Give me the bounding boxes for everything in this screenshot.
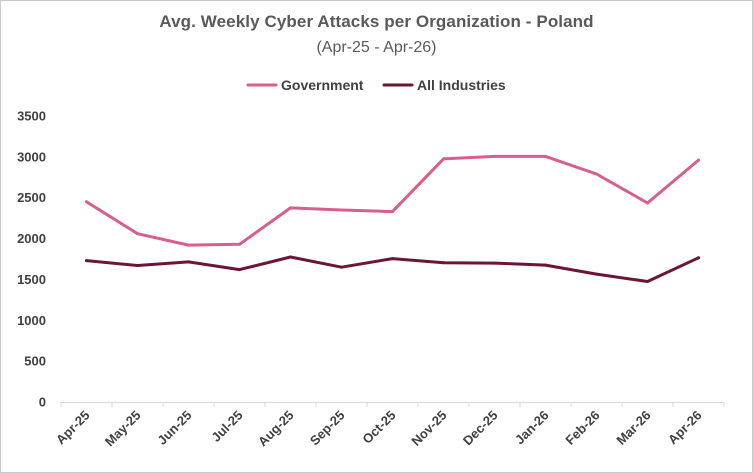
x-tick-label: Aug-25 (255, 408, 297, 450)
series-line-government (85, 154, 700, 247)
x-tick-label: Apr-25 (53, 408, 93, 448)
y-tick-label: 3000 (17, 149, 46, 164)
data-point (391, 210, 394, 214)
legend-label-government: Government (281, 77, 364, 93)
legend-label-all-industries: All Industries (417, 77, 506, 93)
x-tick-label: Mar-26 (613, 408, 653, 448)
y-tick-label: 1000 (17, 313, 46, 328)
x-tick-label: Sep-25 (307, 408, 348, 449)
x-tick-label: May-25 (102, 408, 144, 450)
x-tick-label: Jul-25 (208, 408, 245, 445)
data-point (544, 263, 547, 267)
data-point (238, 268, 241, 272)
x-tick-label: Dec-25 (460, 408, 501, 449)
y-tick-label: 1500 (17, 272, 46, 287)
data-point (391, 257, 394, 261)
data-point (289, 255, 292, 259)
data-point (85, 259, 88, 263)
x-tick-label: Nov-25 (408, 408, 449, 449)
y-tick-label: 2000 (17, 231, 46, 246)
data-point (646, 279, 649, 283)
y-tick-label: 3500 (17, 109, 46, 124)
data-point (595, 172, 598, 176)
data-point (340, 208, 343, 212)
x-tick-label: Apr-26 (665, 408, 705, 448)
chart-title: Avg. Weekly Cyber Attacks per Organizati… (159, 12, 594, 31)
data-point (442, 261, 445, 265)
y-tick-label: 500 (24, 354, 46, 369)
data-point (595, 272, 598, 276)
data-point (85, 200, 88, 204)
series-line-all-industries (85, 255, 700, 283)
y-tick-label: 0 (39, 395, 46, 410)
data-point (136, 232, 139, 236)
x-tick-label: Jun-25 (154, 408, 194, 448)
data-point (442, 157, 445, 161)
data-point (493, 261, 496, 265)
x-tick-label: Feb-26 (562, 408, 602, 448)
x-tick-label: Oct-25 (359, 408, 398, 447)
chart-subtitle: (Apr-25 - Apr-26) (316, 39, 437, 56)
y-tick-label: 2500 (17, 190, 46, 205)
data-point (646, 201, 649, 205)
data-point (697, 256, 700, 260)
data-point (136, 264, 139, 268)
data-point (238, 242, 241, 246)
data-point (493, 154, 496, 158)
data-point (340, 265, 343, 269)
x-tick-label: Jan-26 (512, 408, 552, 448)
data-point (187, 243, 190, 247)
data-point (187, 260, 190, 264)
data-point (544, 154, 547, 158)
data-point (289, 206, 292, 210)
data-point (697, 158, 700, 162)
